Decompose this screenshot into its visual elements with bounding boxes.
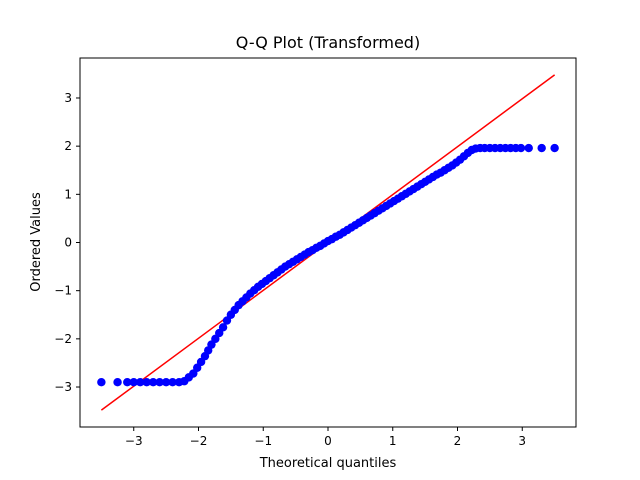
- x-tick-label: 2: [454, 434, 462, 448]
- x-tick-label: 0: [324, 434, 332, 448]
- x-axis-label: Theoretical quantiles: [259, 456, 397, 471]
- chart-title: Q-Q Plot (Transformed): [236, 33, 420, 52]
- y-axis-ticks: −3 −2 −1 0 1 2 3: [54, 91, 80, 394]
- y-tick-label: 0: [64, 236, 72, 250]
- data-point: [97, 377, 106, 387]
- data-point: [537, 143, 546, 153]
- data-point: [524, 143, 533, 153]
- y-axis-label: Ordered Values: [29, 192, 44, 292]
- y-tick-label: −1: [54, 284, 72, 298]
- data-point: [516, 143, 526, 153]
- y-tick-label: −3: [54, 380, 72, 394]
- data-point: [155, 377, 164, 387]
- x-tick-label: −3: [125, 434, 143, 448]
- data-point: [161, 377, 171, 387]
- y-tick-label: 2: [64, 139, 72, 153]
- data-point: [218, 323, 228, 332]
- x-tick-label: −2: [190, 434, 208, 448]
- data-points-layer: [97, 143, 559, 387]
- data-point: [136, 377, 145, 387]
- data-point: [148, 377, 158, 387]
- x-tick-label: 3: [518, 434, 526, 448]
- data-point: [550, 143, 559, 153]
- data-point: [123, 377, 132, 387]
- data-point: [168, 377, 177, 387]
- data-point: [129, 377, 138, 387]
- data-point: [113, 377, 122, 387]
- y-tick-label: 3: [64, 91, 72, 105]
- y-tick-label: −2: [54, 332, 72, 346]
- x-axis-ticks: −3 −2 −1 0 1 2 3: [125, 427, 526, 448]
- y-tick-label: 1: [64, 187, 72, 201]
- x-tick-label: −1: [254, 434, 272, 448]
- data-point: [142, 377, 151, 387]
- x-tick-label: 1: [389, 434, 397, 448]
